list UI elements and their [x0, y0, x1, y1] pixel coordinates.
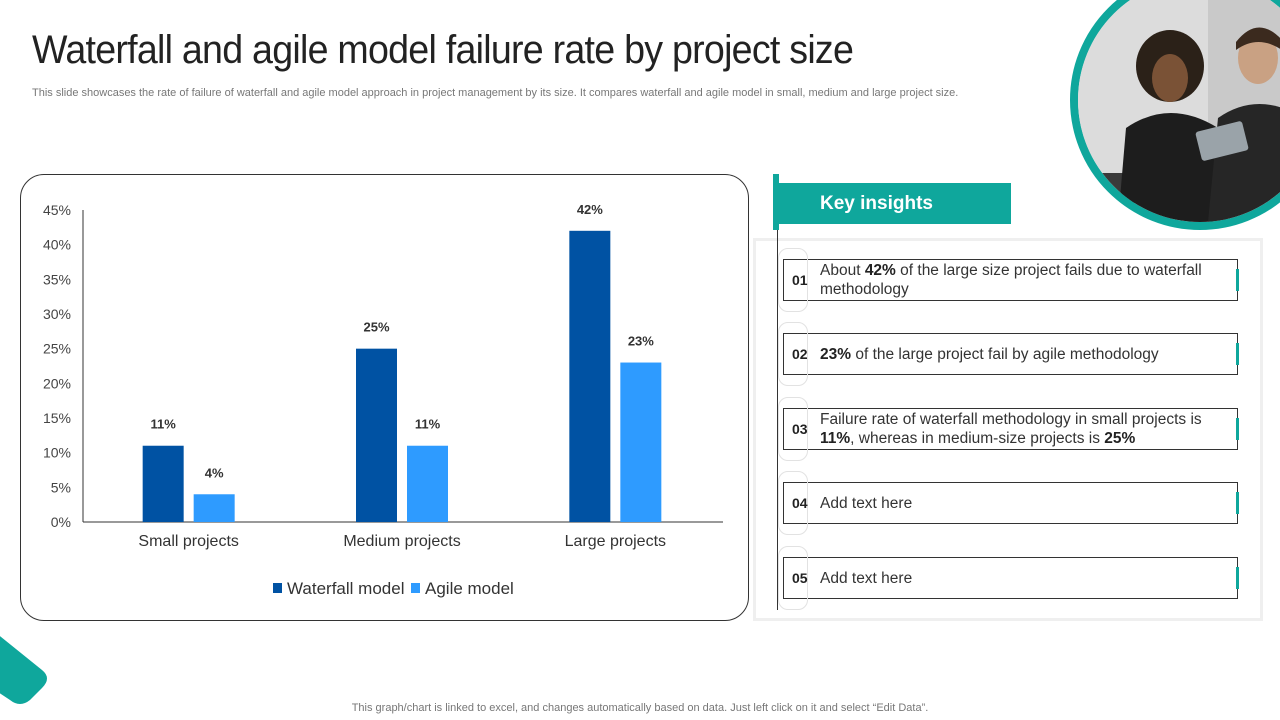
insight-number: 01	[792, 272, 808, 288]
bar-agile-model	[620, 362, 662, 522]
insight-text: Failure rate of waterfall methodology in…	[820, 411, 1202, 447]
y-tick-label: 30%	[43, 306, 71, 322]
data-label: 4%	[205, 465, 224, 480]
legend-swatch	[411, 583, 420, 593]
bar-chart: 0% 5% 10% 15% 20% 25% 30% 35% 40% 45% 11% 4% Small p…	[43, 202, 723, 598]
insight-item: 02 23% of the large project fail by agile…	[778, 322, 1239, 386]
category-label: Small projects	[138, 533, 238, 550]
bar-agile-model	[193, 494, 235, 522]
insight-number: 03	[792, 421, 808, 437]
corner-decoration-icon	[0, 636, 47, 704]
timeline-line	[777, 230, 778, 610]
data-label: 11%	[151, 417, 177, 432]
insight-item: 01 About 42% of the large size project fa…	[778, 248, 1239, 312]
insight-number: 05	[792, 570, 808, 586]
category-label: Medium projects	[343, 533, 460, 550]
insight-item: 03 Failure rate of waterfall methodology …	[778, 397, 1239, 461]
bar-waterfall-model	[142, 445, 184, 522]
y-tick-label: 15%	[43, 410, 71, 426]
insight-number-tab	[778, 397, 808, 461]
insight-number-tab	[778, 248, 808, 312]
people-illustration-icon	[1078, 0, 1280, 222]
insight-accent	[1236, 567, 1239, 589]
insight-number: 02	[792, 346, 808, 362]
team-photo	[1070, 0, 1280, 230]
insight-accent	[1236, 418, 1239, 440]
y-tick-label: 10%	[43, 445, 71, 461]
y-tick-label: 45%	[43, 202, 71, 218]
bar-waterfall-model	[356, 348, 397, 522]
insight-number-tab	[778, 322, 808, 386]
bar-agile-model	[407, 445, 448, 522]
legend-swatch	[273, 583, 282, 593]
chart-card: 0% 5% 10% 15% 20% 25% 30% 35% 40% 45% 11% 4% Small p…	[20, 174, 749, 621]
footer-note: This graph/chart is linked to excel, and…	[351, 702, 929, 714]
data-label: 42%	[577, 202, 603, 217]
insight-accent	[1236, 343, 1239, 365]
page-subtitle: This slide showcases the rate of failure…	[32, 87, 959, 99]
y-tick-label: 5%	[51, 479, 71, 495]
insight-item: 05 Add text here	[778, 546, 1239, 610]
insight-text: Add text here	[820, 494, 913, 512]
y-tick-label: 35%	[43, 271, 71, 287]
bar-waterfall-model	[569, 230, 611, 523]
y-tick-label: 0%	[51, 514, 71, 530]
insight-item: 04 Add text here	[778, 471, 1239, 535]
insight-text: Add text here	[820, 569, 913, 587]
insight-number-tab	[778, 546, 808, 610]
category-label: Large projects	[565, 533, 666, 550]
insight-accent	[1236, 492, 1239, 514]
insight-text: 23% of the large project fail by agile m…	[820, 345, 1159, 363]
insight-number-tab	[778, 471, 808, 535]
insights-tab-marker	[773, 174, 779, 230]
insight-accent	[1236, 269, 1239, 291]
insight-number: 04	[792, 495, 808, 511]
insight-text: About 42% of the large size project fail…	[820, 262, 1202, 298]
insights-header: Key insights	[779, 183, 1011, 224]
legend-label: Waterfall model	[287, 579, 404, 598]
y-tick-label: 40%	[43, 237, 71, 253]
page-title: Waterfall and agile model failure rate b…	[32, 28, 854, 72]
y-tick-label: 25%	[43, 341, 71, 357]
data-label: 23%	[628, 334, 654, 349]
data-label: 25%	[363, 320, 389, 335]
data-label: 11%	[415, 417, 441, 432]
legend-label: Agile model	[425, 579, 514, 598]
y-tick-label: 20%	[43, 375, 71, 391]
